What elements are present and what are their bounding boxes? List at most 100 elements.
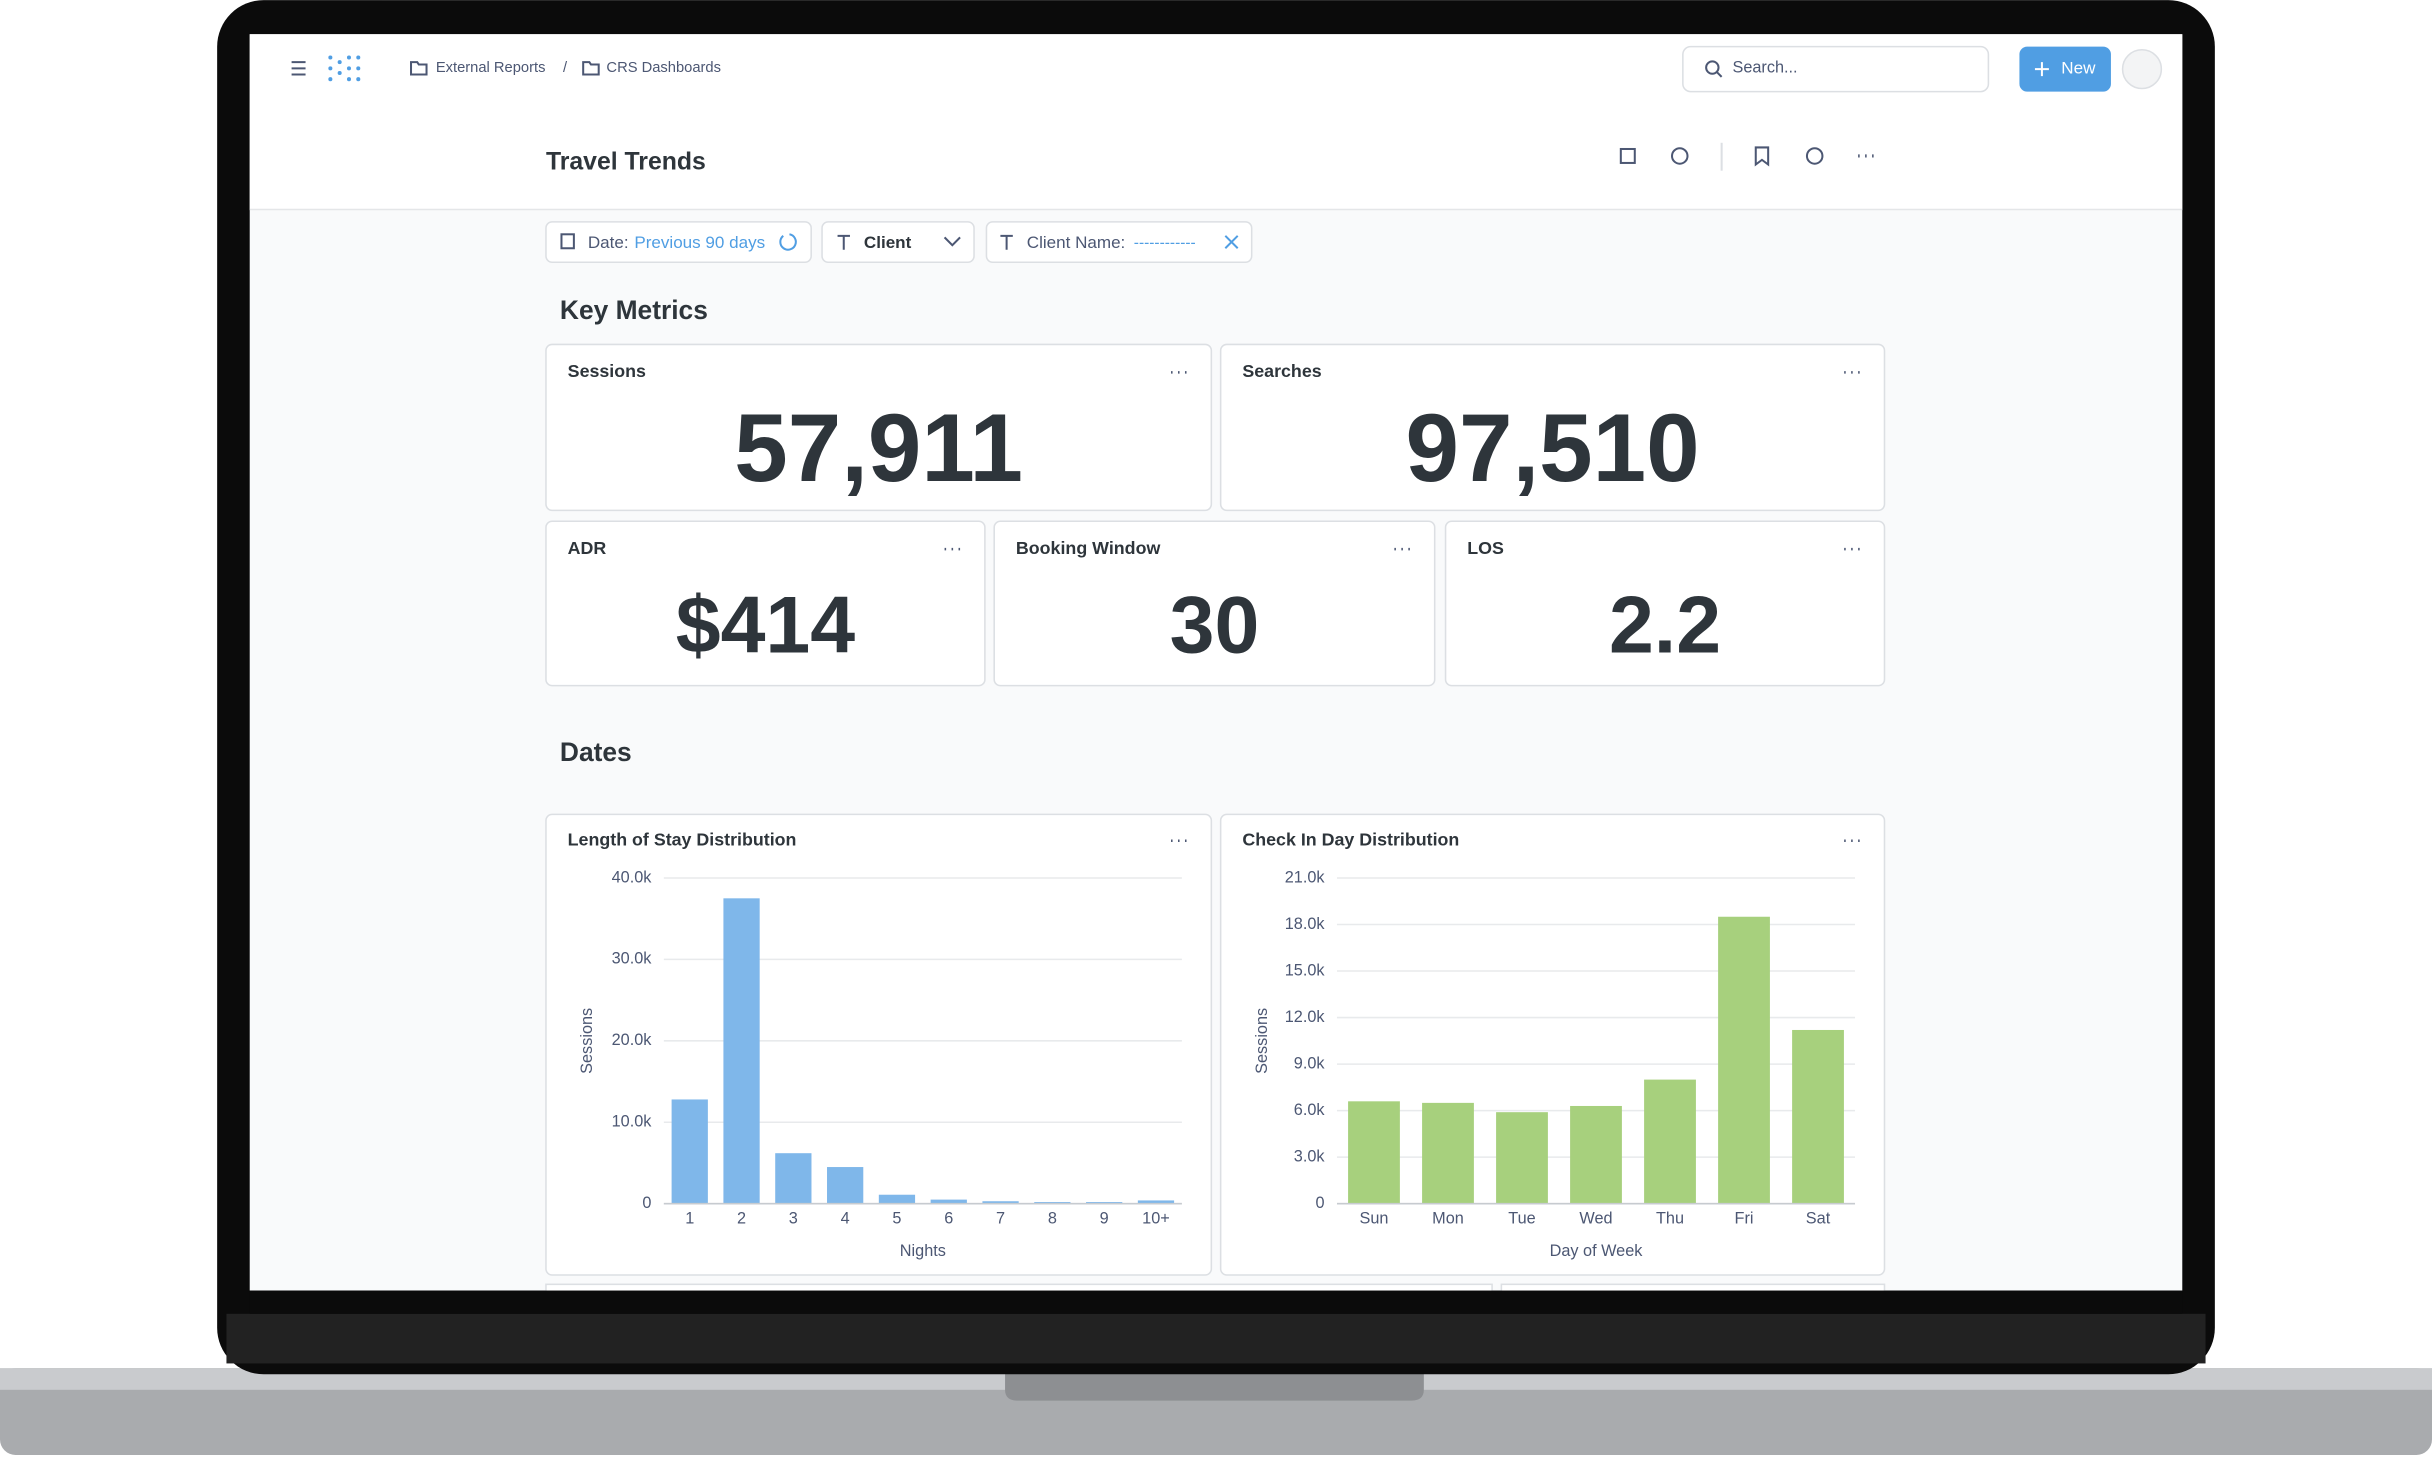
x-tick-label: 4	[841, 1209, 850, 1227]
chart-card	[545, 813, 1213, 1276]
toolbar	[1619, 142, 1874, 171]
dashboard-title: Travel Trends	[546, 148, 706, 175]
metric-card	[1444, 520, 1886, 687]
bar[interactable]	[982, 1201, 1019, 1204]
x-tick-label: 2	[737, 1209, 746, 1227]
x-tick-label: 10+	[1142, 1209, 1170, 1227]
filter-value[interactable]: ------------	[1134, 235, 1196, 252]
metric-card	[1219, 343, 1886, 512]
breadcrumb-separator: /	[563, 60, 568, 76]
bar[interactable]	[1718, 916, 1770, 1204]
section-heading: Key Metrics	[560, 295, 708, 325]
x-axis-label: Nights	[900, 1242, 946, 1260]
y-tick-label: 9.0k	[1294, 1054, 1326, 1072]
search-box[interactable]	[1682, 45, 1990, 93]
metric-card	[993, 520, 1436, 687]
bar[interactable]	[671, 1099, 708, 1204]
client-filter[interactable]	[821, 221, 975, 263]
folder-icon	[410, 61, 428, 76]
y-tick-label: 30.0k	[612, 950, 653, 968]
reset-icon[interactable]	[779, 233, 797, 251]
bezel-bottom	[249, 1290, 2183, 1314]
filter-label: Date:	[588, 233, 629, 252]
bar[interactable]	[1644, 1079, 1696, 1204]
avatar[interactable]	[2121, 48, 2163, 90]
bar[interactable]	[1348, 1101, 1400, 1204]
x-axis-label: Day of Week	[1550, 1242, 1644, 1260]
plus-icon	[2034, 62, 2049, 77]
client-name-filter[interactable]	[985, 221, 1253, 263]
y-axis-label: Sessions	[1253, 1008, 1271, 1074]
share-icon[interactable]	[1619, 147, 1636, 164]
filter-label[interactable]: Client	[864, 233, 912, 252]
history-icon[interactable]	[1670, 147, 1689, 165]
search-placeholder: Search...	[1732, 59, 1797, 77]
info-icon[interactable]	[1805, 147, 1824, 165]
x-tick-label: Thu	[1656, 1209, 1684, 1227]
bar[interactable]	[1570, 1105, 1622, 1204]
bar[interactable]	[1422, 1102, 1474, 1204]
chevron-icon[interactable]	[943, 236, 961, 247]
logo[interactable]	[328, 55, 361, 82]
bar[interactable]	[1086, 1202, 1123, 1204]
bar[interactable]	[1496, 1112, 1548, 1204]
bar[interactable]	[1137, 1200, 1175, 1204]
metric-title: Searches	[1242, 361, 1321, 381]
breadcrumb[interactable]: CRS Dashboards	[606, 60, 721, 76]
breadcrumb[interactable]: External Reports	[436, 60, 546, 76]
x-tick-label: 6	[944, 1209, 953, 1227]
x-tick-label: Mon	[1432, 1209, 1464, 1227]
x-tick-label: 5	[892, 1209, 901, 1227]
x-tick-label: Sat	[1806, 1209, 1831, 1227]
bar[interactable]	[775, 1153, 812, 1204]
x-tick-label: Fri	[1735, 1209, 1754, 1227]
filter-value[interactable]: Previous 90 days	[634, 233, 765, 252]
metric-value: 97,510	[1406, 395, 1700, 502]
bar[interactable]	[930, 1199, 967, 1204]
metric-card	[545, 343, 1213, 512]
y-tick-label: 0	[642, 1194, 651, 1212]
x-tick-label: Wed	[1579, 1209, 1612, 1227]
chart-title: Check In Day Distribution	[1242, 829, 1459, 849]
x-tick-label: 1	[685, 1209, 694, 1227]
laptop-notch	[1005, 1368, 1424, 1401]
chart-title: Length of Stay Distribution	[568, 829, 797, 849]
metric-value: 2.2	[1609, 581, 1721, 671]
bar[interactable]	[1034, 1202, 1071, 1204]
bookmark-icon[interactable]	[1754, 146, 1770, 167]
date-filter[interactable]	[545, 221, 812, 263]
x-tick-label: Sun	[1360, 1209, 1389, 1227]
x-tick-label: 7	[996, 1209, 1005, 1227]
y-tick-label: 10.0k	[612, 1113, 653, 1131]
metric-card	[545, 520, 986, 687]
section-heading: Dates	[560, 737, 632, 767]
x-tick-label: Tue	[1508, 1209, 1535, 1227]
bar[interactable]	[1792, 1029, 1844, 1204]
folder-icon	[582, 61, 600, 76]
new-button[interactable]	[2019, 46, 2111, 92]
bar[interactable]	[878, 1194, 916, 1204]
y-tick-label: 15.0k	[1285, 961, 1326, 979]
bar[interactable]	[723, 898, 760, 1204]
y-tick-label: 18.0k	[1285, 915, 1326, 933]
metric-title: ADR	[568, 538, 607, 558]
y-tick-label: 6.0k	[1294, 1101, 1326, 1119]
metric-title: Sessions	[568, 361, 646, 381]
laptop-chin	[226, 1313, 2206, 1364]
search-icon	[1705, 60, 1720, 75]
x-tick-label: 8	[1048, 1209, 1057, 1227]
y-tick-label: 3.0k	[1294, 1147, 1326, 1165]
bar[interactable]	[827, 1167, 864, 1204]
y-tick-label: 12.0k	[1285, 1008, 1326, 1026]
clear-icon[interactable]	[1224, 235, 1239, 249]
metric-title: LOS	[1467, 538, 1504, 558]
y-tick-label: 21.0k	[1285, 868, 1326, 886]
new-button-label[interactable]: New	[2061, 59, 2096, 78]
calendar-icon	[560, 233, 575, 250]
x-tick-label: 3	[789, 1209, 798, 1227]
x-tick-label: 9	[1100, 1209, 1109, 1227]
y-tick-label: 20.0k	[612, 1031, 653, 1049]
menu-icon[interactable]	[291, 61, 306, 76]
y-tick-label: 0	[1316, 1194, 1325, 1212]
